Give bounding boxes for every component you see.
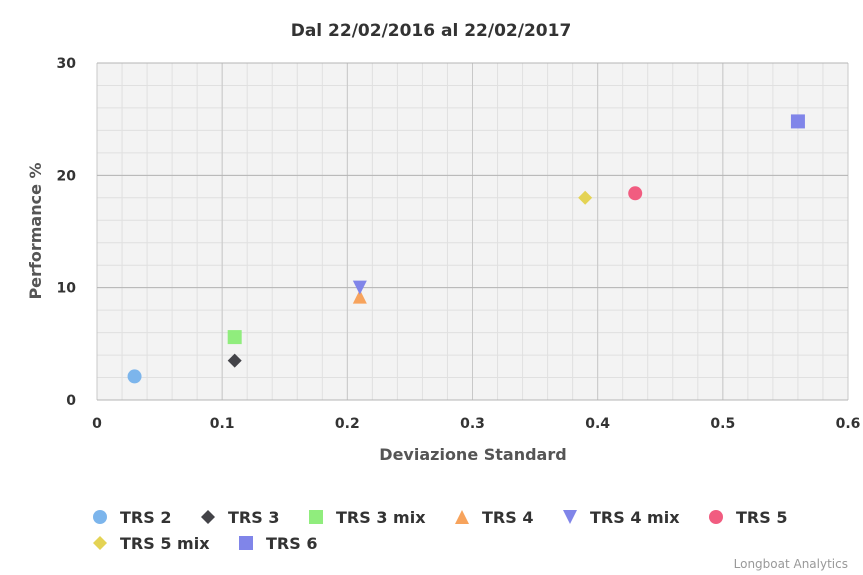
data-point — [578, 190, 593, 205]
legend-label: TRS 4 — [482, 508, 533, 527]
legend-item[interactable]: TRS 4 — [455, 508, 533, 527]
y-tick-label: 30 — [57, 56, 77, 72]
data-point — [227, 353, 242, 368]
legend-label: TRS 3 — [228, 508, 279, 527]
x-tick-label: 0.6 — [836, 416, 861, 432]
x-axis-title: Deviazione Standard — [379, 445, 566, 464]
legend-item[interactable]: TRS 5 mix — [93, 534, 210, 553]
x-tick-label: 0.3 — [460, 416, 485, 432]
x-tick-label: 0.1 — [210, 416, 235, 432]
legend-marker-icon — [201, 510, 215, 524]
data-points — [127, 114, 805, 384]
legend-marker-icon — [93, 536, 107, 550]
x-tick-label: 0.2 — [335, 416, 360, 432]
legend-marker-icon — [93, 510, 107, 524]
legend-label: TRS 5 mix — [120, 534, 210, 553]
legend-marker-icon — [455, 510, 469, 524]
y-axis-title: Performance % — [26, 162, 45, 299]
y-tick-label: 20 — [57, 168, 77, 184]
x-tick-label: 0 — [92, 416, 102, 432]
legend-item[interactable]: TRS 3 — [201, 508, 279, 527]
legend-item[interactable]: TRS 2 — [93, 508, 171, 527]
data-point — [790, 114, 805, 129]
legend-label: TRS 3 mix — [336, 508, 426, 527]
major-grid — [96, 62, 849, 401]
credits-link[interactable]: Longboat Analytics — [734, 557, 848, 571]
legend-item[interactable]: TRS 6 — [239, 534, 317, 553]
y-axis-ticks: 0 10 20 30 — [57, 56, 77, 409]
legend-item[interactable]: TRS 5 — [709, 508, 787, 527]
legend-marker-icon — [309, 510, 323, 524]
legend-item[interactable]: TRS 4 mix — [563, 508, 680, 527]
x-axis-ticks: 0 0.1 0.2 0.3 0.4 0.5 0.6 — [92, 416, 860, 432]
data-point — [628, 186, 643, 201]
legend-marker-icon — [563, 510, 577, 524]
legend-label: TRS 6 — [266, 534, 317, 553]
data-point — [127, 369, 142, 384]
legend-marker-icon — [709, 510, 723, 524]
x-tick-label: 0.4 — [585, 416, 610, 432]
legend-label: TRS 5 — [736, 508, 787, 527]
x-tick-label: 0.5 — [710, 416, 735, 432]
data-point — [227, 330, 242, 345]
y-tick-label: 0 — [66, 393, 76, 409]
chart-title: Dal 22/02/2016 al 22/02/2017 — [291, 21, 572, 41]
legend: TRS 2 TRS 3 TRS 3 mix TRS 4 TRS 4 mix TRS 5 TR… — [93, 508, 787, 553]
y-tick-label: 10 — [57, 281, 77, 297]
legend-marker-icon — [239, 536, 253, 550]
legend-item[interactable]: TRS 3 mix — [309, 508, 426, 527]
data-point — [352, 280, 367, 295]
legend-label: TRS 4 mix — [590, 508, 680, 527]
data-point — [352, 289, 367, 304]
legend-label: TRS 2 — [120, 508, 171, 527]
